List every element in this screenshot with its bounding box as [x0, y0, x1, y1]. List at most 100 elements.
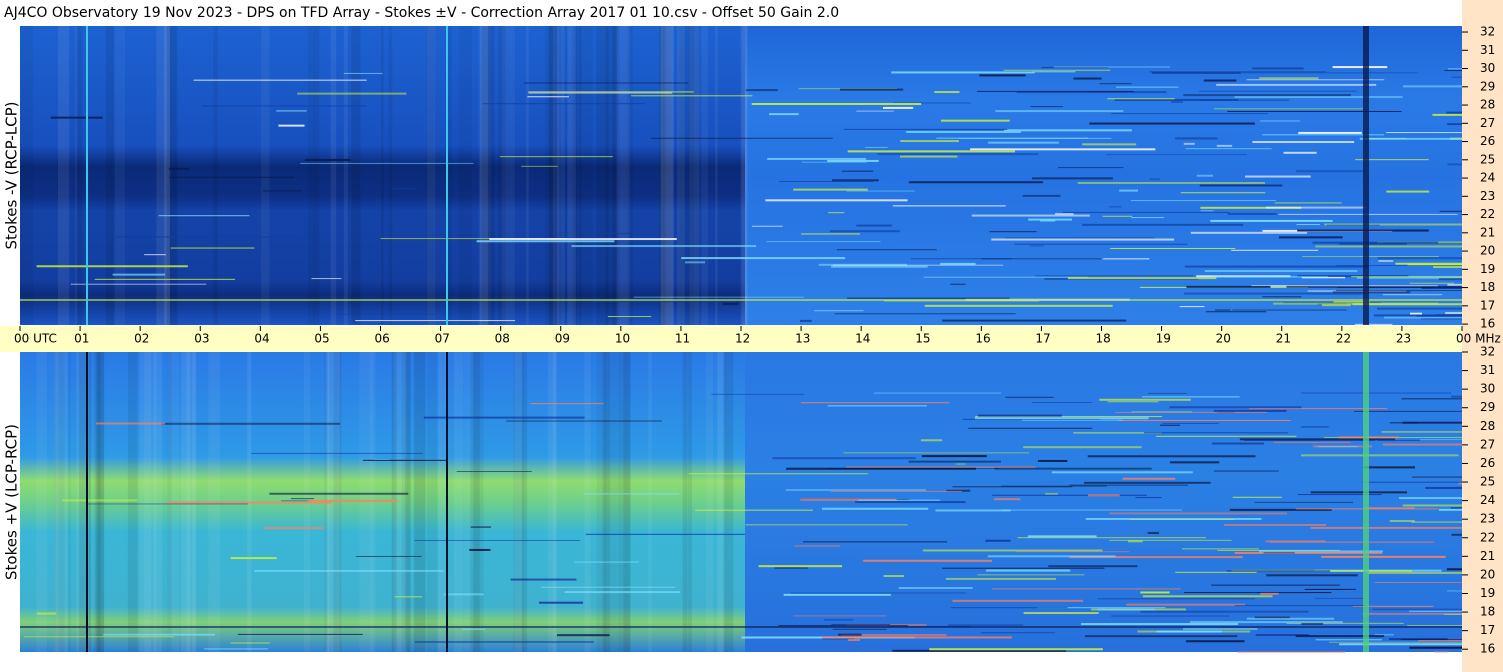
streak — [307, 499, 398, 502]
streak — [1315, 639, 1383, 641]
streak — [1127, 540, 1143, 543]
streak — [858, 499, 941, 501]
streak — [1185, 148, 1272, 150]
streak — [1352, 605, 1434, 607]
streak — [482, 103, 646, 105]
streak — [169, 167, 190, 170]
streak — [280, 500, 313, 502]
y-tick-label: 21 — [1480, 225, 1495, 239]
streak — [970, 148, 1156, 151]
streak — [846, 190, 915, 192]
texture — [596, 352, 606, 652]
texture — [552, 352, 557, 652]
streak — [793, 615, 887, 617]
y-tick-label: 30 — [1480, 382, 1495, 396]
streak — [1028, 218, 1073, 221]
streak — [1099, 83, 1132, 85]
streak — [831, 265, 928, 268]
streak — [991, 238, 1175, 241]
y-tick-label: 18 — [1480, 280, 1495, 294]
texture — [623, 352, 630, 652]
streak — [1458, 482, 1462, 485]
texture — [94, 352, 101, 652]
streak — [374, 459, 390, 461]
streak — [920, 439, 943, 442]
y-tick-label: 18 — [1480, 605, 1495, 619]
streak — [971, 214, 1090, 217]
x-tick-label: 18 — [1096, 332, 1111, 346]
texture — [478, 26, 491, 325]
streak — [1226, 570, 1331, 573]
streak — [1286, 285, 1462, 288]
streak — [1351, 276, 1462, 278]
streak — [1216, 83, 1377, 86]
streak — [1102, 215, 1133, 217]
texture — [75, 26, 78, 325]
x-tick-label: 10 — [615, 332, 630, 346]
streak — [1307, 290, 1407, 292]
streak — [1169, 461, 1220, 464]
streak — [1433, 651, 1449, 653]
streak — [1300, 426, 1329, 428]
streak — [1084, 635, 1238, 638]
texture — [57, 26, 70, 325]
streak — [1067, 277, 1217, 280]
texture — [616, 26, 630, 325]
streak — [291, 498, 315, 500]
streak — [1254, 616, 1290, 619]
streak — [1048, 565, 1138, 568]
y-tick-label: 24 — [1480, 493, 1495, 507]
streak — [1232, 496, 1282, 498]
streak — [832, 264, 1004, 266]
streak — [942, 567, 1105, 569]
streak — [1362, 612, 1462, 615]
streak — [1234, 551, 1383, 554]
streak — [1411, 521, 1462, 523]
streak — [1389, 520, 1415, 523]
texture — [612, 26, 618, 325]
streak — [785, 489, 926, 491]
streak — [527, 96, 569, 98]
spectrogram — [20, 352, 1462, 653]
streak — [800, 402, 950, 404]
streak — [1041, 67, 1109, 69]
streak — [681, 257, 846, 260]
streak — [1409, 610, 1462, 612]
streak — [1077, 181, 1266, 184]
streak — [1269, 541, 1435, 543]
texture — [458, 26, 473, 325]
streak — [772, 457, 916, 460]
texture — [401, 352, 411, 652]
streak — [230, 642, 270, 644]
streak — [882, 106, 914, 109]
streak — [1200, 99, 1289, 101]
streak — [300, 162, 474, 164]
streak — [237, 633, 363, 635]
streak — [1160, 424, 1181, 426]
texture — [660, 26, 673, 325]
x-tick-label: 00 MHz — [1456, 332, 1501, 346]
streak — [564, 591, 681, 594]
y-tick-label: 25 — [1480, 475, 1495, 489]
streak — [1015, 551, 1130, 553]
x-tick-label: 17 — [1035, 332, 1050, 346]
x-tick-label: 00 UTC — [14, 332, 57, 346]
streak — [1249, 408, 1388, 410]
streak — [1312, 241, 1439, 244]
streak — [1402, 421, 1462, 424]
texture — [689, 26, 700, 325]
streak — [1114, 98, 1238, 101]
texture — [584, 352, 591, 652]
y-tick-label: 20 — [1480, 567, 1495, 581]
x-tick-label: 13 — [795, 332, 810, 346]
streak — [1354, 410, 1462, 412]
y-tick-label: 22 — [1480, 207, 1495, 221]
y-tick-label: 25 — [1480, 152, 1495, 166]
texture — [97, 352, 105, 652]
texture — [127, 352, 138, 652]
streak — [1321, 555, 1446, 558]
y-tick-label: 30 — [1480, 61, 1495, 75]
texture — [327, 352, 340, 652]
streak — [923, 276, 1088, 278]
streak — [1263, 552, 1295, 554]
